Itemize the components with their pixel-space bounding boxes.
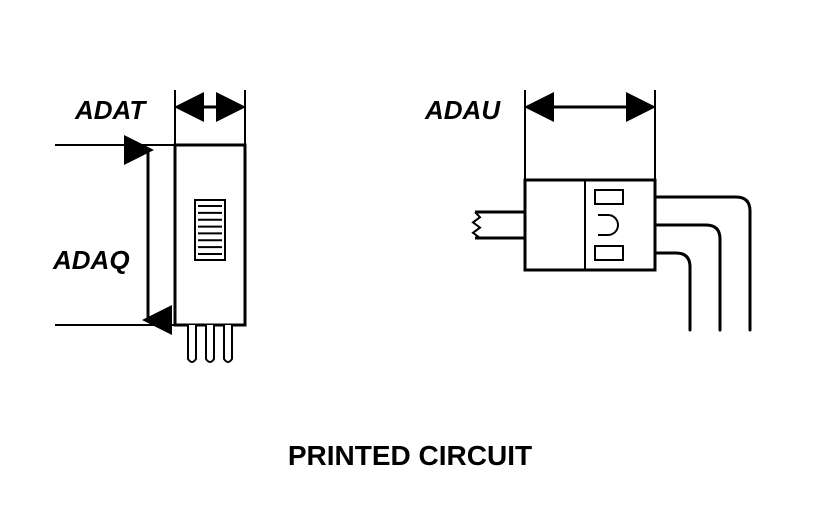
label-adau: ADAU xyxy=(425,95,500,126)
label-adat: ADAT xyxy=(75,95,145,126)
label-adaq: ADAQ xyxy=(53,245,130,276)
left-view xyxy=(55,90,245,362)
diagram-title: PRINTED CIRCUIT xyxy=(0,440,820,472)
right-view xyxy=(473,90,750,330)
technical-diagram: ADAT ADAQ ADAU PRINTED CIRCUIT xyxy=(0,0,820,520)
